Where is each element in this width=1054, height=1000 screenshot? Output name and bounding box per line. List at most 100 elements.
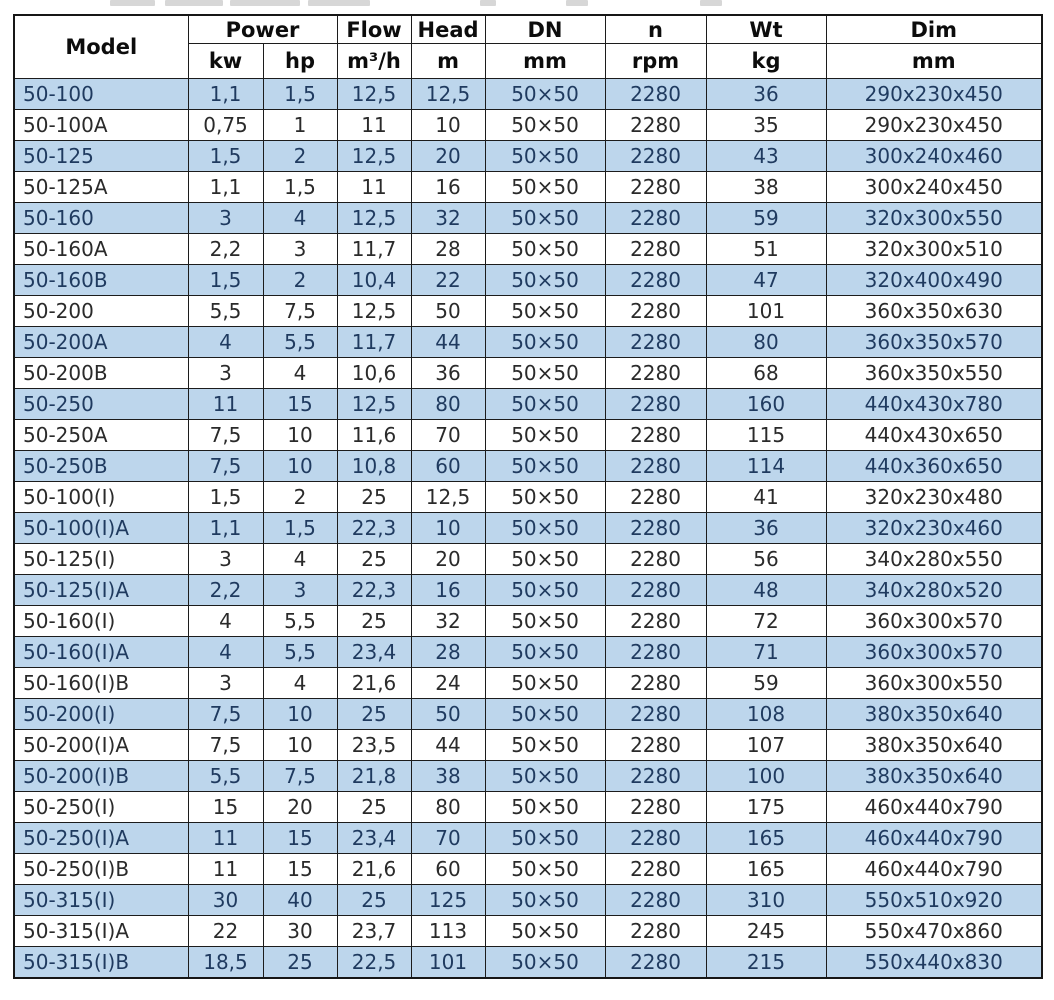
value-cell: 2280	[604, 264, 707, 296]
model-cell: 50-125(I)A	[13, 574, 189, 606]
model-cell: 50-160(I)A	[13, 636, 189, 668]
model-cell: 50-250A	[13, 419, 189, 451]
value-cell: 10	[410, 109, 486, 141]
table-row: 50-125 1,5 2 12,5 20 50×50 2280 43 300x240x460	[13, 140, 1043, 172]
header-unit-mm-dn: mm	[484, 43, 606, 79]
value-cell: 114	[705, 450, 827, 482]
value-cell: 50×50	[484, 357, 606, 389]
value-cell: 5,5	[262, 636, 338, 668]
value-cell: 320x300x550	[825, 202, 1043, 234]
model-cell: 50-160	[13, 202, 189, 234]
value-cell: 70	[410, 419, 486, 451]
value-cell: 2280	[604, 512, 707, 544]
cropped-text-artifact	[230, 0, 300, 6]
model-cell: 50-125	[13, 140, 189, 172]
value-cell: 215	[705, 946, 827, 979]
value-cell: 21,6	[336, 667, 412, 699]
model-cell: 50-250B	[13, 450, 189, 482]
value-cell: 2280	[604, 295, 707, 327]
value-cell: 4	[262, 543, 338, 575]
model-cell: 50-200(I)	[13, 698, 189, 730]
value-cell: 5,5	[262, 326, 338, 358]
table-row: 50-125A 1,1 1,5 11 16 50×50 2280 38 300x240x450	[13, 171, 1043, 203]
value-cell: 50×50	[484, 481, 606, 513]
value-cell: 1,5	[262, 78, 338, 110]
value-cell: 1,1	[187, 78, 264, 110]
value-cell: 460x440x790	[825, 822, 1043, 854]
value-cell: 380x350x640	[825, 760, 1043, 792]
model-cell: 50-100(I)	[13, 481, 189, 513]
value-cell: 56	[705, 543, 827, 575]
value-cell: 15	[262, 822, 338, 854]
model-cell: 50-250(I)	[13, 791, 189, 823]
value-cell: 30	[187, 884, 264, 916]
model-cell: 50-160A	[13, 233, 189, 265]
table-row: 50-250B 7,5 10 10,8 60 50×50 2280 114 440x360x65…	[13, 450, 1043, 482]
value-cell: 72	[705, 605, 827, 637]
value-cell: 36	[705, 512, 827, 544]
value-cell: 2280	[604, 884, 707, 916]
header-unit-kw: kw	[187, 43, 264, 79]
value-cell: 2280	[604, 326, 707, 358]
header-group-row: Model Power Flow Head DN n Wt Dim	[13, 14, 1043, 79]
value-cell: 18,5	[187, 946, 264, 979]
model-cell: 50-250(I)B	[13, 853, 189, 885]
value-cell: 360x350x570	[825, 326, 1043, 358]
value-cell: 50×50	[484, 605, 606, 637]
value-cell: 2280	[604, 822, 707, 854]
value-cell: 1,5	[187, 264, 264, 296]
value-cell: 2280	[604, 729, 707, 761]
value-cell: 44	[410, 326, 486, 358]
table-row: 50-200(I) 7,5 10 25 50 50×50 2280 108 380x350x64…	[13, 698, 1043, 730]
value-cell: 12,5	[336, 140, 412, 172]
model-cell: 50-200(I)A	[13, 729, 189, 761]
value-cell: 59	[705, 667, 827, 699]
value-cell: 3	[262, 574, 338, 606]
value-cell: 71	[705, 636, 827, 668]
value-cell: 51	[705, 233, 827, 265]
value-cell: 70	[410, 822, 486, 854]
value-cell: 32	[410, 605, 486, 637]
value-cell: 68	[705, 357, 827, 389]
value-cell: 290x230x450	[825, 109, 1043, 141]
value-cell: 100	[705, 760, 827, 792]
value-cell: 2280	[604, 388, 707, 420]
value-cell: 22,5	[336, 946, 412, 979]
model-cell: 50-200(I)B	[13, 760, 189, 792]
table-row: 50-125(I) 3 4 25 20 50×50 2280 56 340x280x550	[13, 543, 1043, 575]
value-cell: 11	[336, 109, 412, 141]
value-cell: 50×50	[484, 543, 606, 575]
header-dim: Dim	[825, 14, 1043, 44]
value-cell: 50×50	[484, 419, 606, 451]
table-row: 50-100(I) 1,5 2 25 12,5 50×50 2280 41 320x230x48…	[13, 481, 1043, 513]
header-unit-m: m	[410, 43, 486, 79]
value-cell: 22	[410, 264, 486, 296]
value-cell: 175	[705, 791, 827, 823]
value-cell: 38	[705, 171, 827, 203]
value-cell: 11	[187, 853, 264, 885]
value-cell: 40	[262, 884, 338, 916]
value-cell: 340x280x550	[825, 543, 1043, 575]
value-cell: 460x440x790	[825, 791, 1043, 823]
value-cell: 360x350x630	[825, 295, 1043, 327]
table-row: 50-100(I)A 1,1 1,5 22,3 10 50×50 2280 36 320x230…	[13, 512, 1043, 544]
value-cell: 50×50	[484, 574, 606, 606]
model-cell: 50-160(I)B	[13, 667, 189, 699]
value-cell: 11,7	[336, 233, 412, 265]
value-cell: 50×50	[484, 667, 606, 699]
table-row: 50-315(I) 30 40 25 125 50×50 2280 310 550x510x92…	[13, 884, 1043, 916]
value-cell: 2280	[604, 605, 707, 637]
value-cell: 50×50	[484, 915, 606, 947]
header-unit-mm-dim: mm	[825, 43, 1043, 79]
value-cell: 35	[705, 109, 827, 141]
value-cell: 25	[262, 946, 338, 979]
value-cell: 340x280x520	[825, 574, 1043, 606]
value-cell: 59	[705, 202, 827, 234]
table-row: 50-250 11 15 12,5 80 50×50 2280 160 440x430x780	[13, 388, 1043, 420]
value-cell: 3	[262, 233, 338, 265]
value-cell: 101	[410, 946, 486, 979]
value-cell: 2280	[604, 698, 707, 730]
value-cell: 7,5	[262, 760, 338, 792]
value-cell: 15	[187, 791, 264, 823]
